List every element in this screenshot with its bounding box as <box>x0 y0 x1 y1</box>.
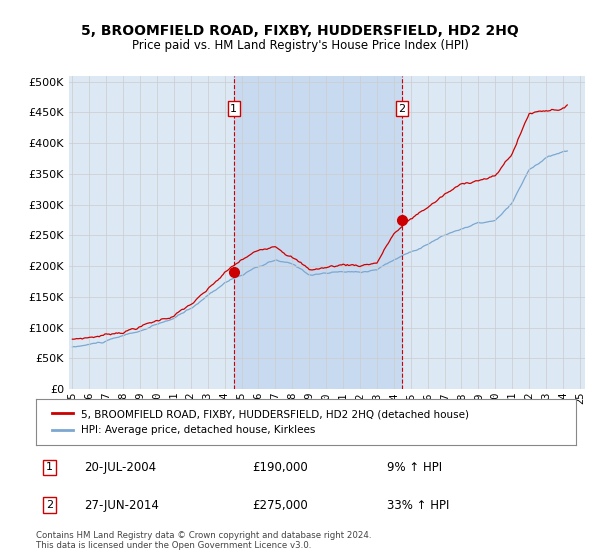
Text: Price paid vs. HM Land Registry's House Price Index (HPI): Price paid vs. HM Land Registry's House … <box>131 39 469 52</box>
Text: 33% ↑ HPI: 33% ↑ HPI <box>387 499 449 512</box>
Text: 1: 1 <box>230 104 237 114</box>
Text: 27-JUN-2014: 27-JUN-2014 <box>85 499 160 512</box>
Text: 2: 2 <box>398 104 406 114</box>
Legend: 5, BROOMFIELD ROAD, FIXBY, HUDDERSFIELD, HD2 2HQ (detached house), HPI: Average : 5, BROOMFIELD ROAD, FIXBY, HUDDERSFIELD,… <box>47 404 474 441</box>
Text: 9% ↑ HPI: 9% ↑ HPI <box>387 461 442 474</box>
Text: 1: 1 <box>46 463 53 473</box>
Text: 5, BROOMFIELD ROAD, FIXBY, HUDDERSFIELD, HD2 2HQ: 5, BROOMFIELD ROAD, FIXBY, HUDDERSFIELD,… <box>81 24 519 38</box>
Text: £275,000: £275,000 <box>252 499 308 512</box>
Text: 2: 2 <box>46 500 53 510</box>
Bar <box>234 76 402 389</box>
Text: 20-JUL-2004: 20-JUL-2004 <box>85 461 157 474</box>
Text: £190,000: £190,000 <box>252 461 308 474</box>
Text: Contains HM Land Registry data © Crown copyright and database right 2024.
This d: Contains HM Land Registry data © Crown c… <box>36 531 371 550</box>
